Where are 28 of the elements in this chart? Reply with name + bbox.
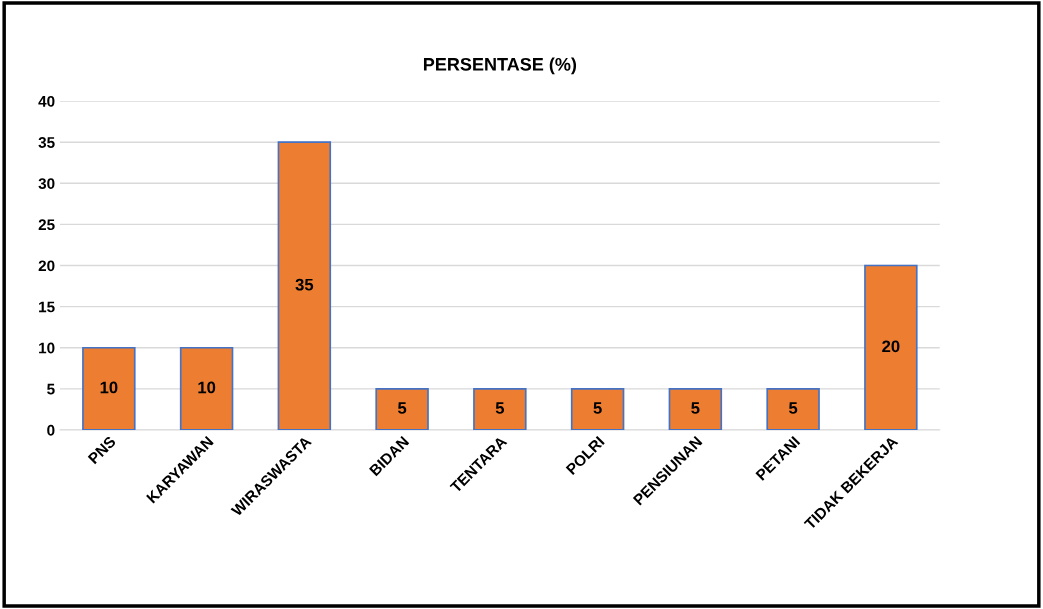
bar: [766, 388, 820, 430]
data-label: 5: [495, 402, 505, 414]
y-tick-label: 40: [38, 95, 55, 107]
data-label: 20: [882, 340, 900, 353]
data-label: 5: [691, 402, 700, 414]
y-tick-label: 5: [47, 383, 55, 395]
y-tick-label: 10: [39, 342, 55, 354]
bar: [277, 141, 332, 430]
bar: [179, 346, 234, 430]
data-label: 10: [100, 381, 118, 394]
bar: [82, 346, 136, 430]
y-tick-label: 0: [47, 424, 55, 436]
bar: [864, 264, 918, 430]
y-tick-label: 30: [38, 178, 55, 190]
data-label: 5: [788, 402, 798, 414]
y-tick-label: 35: [38, 137, 55, 148]
y-tick-label: 20: [38, 260, 55, 272]
data-label: 5: [397, 402, 407, 414]
bar: [570, 388, 625, 430]
bar: [668, 388, 723, 430]
data-label: 10: [198, 381, 216, 394]
data-label: 5: [593, 402, 602, 414]
data-label: 35: [295, 278, 314, 291]
bar: [375, 388, 429, 430]
y-tick-label: 15: [39, 301, 55, 313]
chart-title: PERSENTASE (%): [423, 57, 577, 75]
bar: [473, 388, 527, 430]
y-tick-label: 25: [38, 219, 55, 231]
